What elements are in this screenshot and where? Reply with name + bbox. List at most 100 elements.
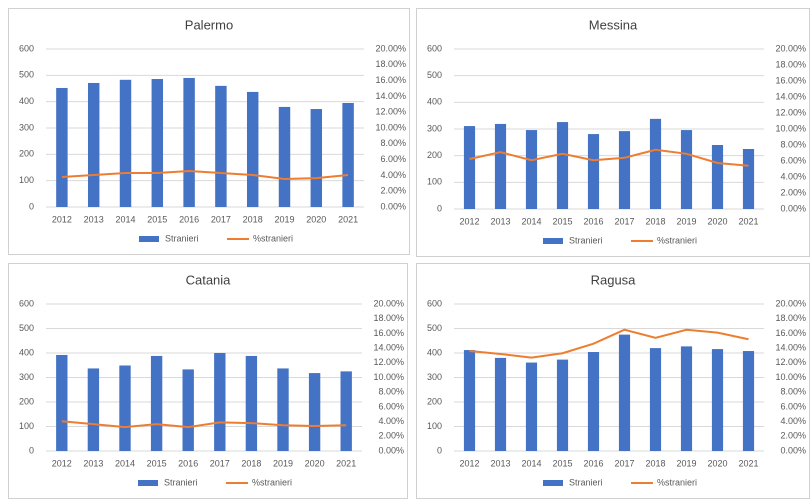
y2-tick-label: 0.00% bbox=[780, 203, 806, 213]
x-tick-label: 2018 bbox=[243, 214, 263, 224]
y2-tick-label: 2.00% bbox=[780, 431, 806, 441]
bar bbox=[182, 369, 194, 451]
x-tick-label: 2017 bbox=[210, 458, 230, 468]
line-series bbox=[469, 328, 749, 359]
x-tick-label: 2012 bbox=[459, 458, 479, 468]
bar bbox=[308, 373, 321, 451]
y2-tick-label: 20.00% bbox=[775, 298, 806, 308]
legend-label: %stranieri bbox=[657, 235, 697, 245]
y2-tick-label: 18.00% bbox=[373, 313, 404, 323]
bar bbox=[742, 149, 755, 209]
x-tick-label: 2017 bbox=[614, 216, 634, 226]
bar bbox=[618, 131, 631, 209]
y2-tick-label: 16.00% bbox=[375, 75, 406, 85]
legend-label: Stranieri bbox=[164, 477, 198, 487]
y2-tick-label: 0.00% bbox=[378, 445, 404, 455]
chart-title: Ragusa bbox=[591, 272, 637, 287]
y-tick-label: 600 bbox=[19, 298, 34, 308]
bar bbox=[277, 368, 289, 451]
x-tick-label: 2021 bbox=[738, 458, 758, 468]
bar bbox=[742, 351, 755, 451]
x-tick-label: 2015 bbox=[147, 458, 167, 468]
y2-tick-label: 14.00% bbox=[775, 342, 806, 352]
x-tick-label: 2019 bbox=[676, 216, 696, 226]
chart-title: Palermo bbox=[185, 17, 233, 32]
y-tick-label: 100 bbox=[427, 177, 442, 187]
y2-tick-label: 2.00% bbox=[378, 431, 404, 441]
y-tick-label: 100 bbox=[19, 175, 34, 185]
y-tick-label: 500 bbox=[427, 323, 442, 333]
y2-tick-label: 12.00% bbox=[375, 107, 406, 117]
bar bbox=[680, 130, 693, 209]
bar bbox=[587, 352, 600, 451]
bar bbox=[463, 126, 476, 209]
legend-label: Stranieri bbox=[165, 233, 199, 243]
y2-tick-label: 8.00% bbox=[378, 387, 404, 397]
y2-tick-label: 14.00% bbox=[775, 91, 806, 101]
x-tick-label: 2017 bbox=[211, 214, 231, 224]
x-tick-label: 2013 bbox=[490, 458, 510, 468]
y2-tick-label: 6.00% bbox=[780, 401, 806, 411]
y-tick-label: 400 bbox=[427, 97, 442, 107]
x-tick-label: 2013 bbox=[84, 214, 104, 224]
chart-panel: Palermo 0 100 200 300 400 500 600 0.00% 2.00% 4.00… bbox=[8, 8, 410, 255]
x-tick-label: 2016 bbox=[178, 458, 198, 468]
x-tick-label: 2020 bbox=[306, 214, 326, 224]
chart-title: Catania bbox=[186, 272, 232, 287]
y2-tick-label: 18.00% bbox=[775, 59, 806, 69]
legend-swatch bbox=[138, 480, 158, 486]
line-series bbox=[61, 170, 349, 180]
bar bbox=[525, 130, 538, 209]
bar bbox=[342, 102, 354, 207]
bar bbox=[649, 118, 662, 209]
bar bbox=[87, 82, 100, 207]
bar bbox=[649, 348, 662, 451]
y2-tick-label: 14.00% bbox=[375, 91, 406, 101]
chart-title: Messina bbox=[589, 17, 638, 32]
bar bbox=[494, 123, 507, 209]
y-tick-label: 200 bbox=[19, 149, 34, 159]
y2-tick-label: 0.00% bbox=[380, 201, 406, 211]
x-tick-label: 2018 bbox=[645, 216, 665, 226]
x-tick-label: 2015 bbox=[552, 216, 572, 226]
x-tick-label: 2012 bbox=[459, 216, 479, 226]
y-tick-label: 600 bbox=[427, 298, 442, 308]
y2-tick-label: 20.00% bbox=[373, 298, 404, 308]
x-tick-label: 2015 bbox=[552, 458, 572, 468]
y-tick-label: 0 bbox=[29, 445, 34, 455]
bar bbox=[310, 109, 323, 207]
y-tick-label: 300 bbox=[19, 372, 34, 382]
x-tick-label: 2021 bbox=[338, 214, 358, 224]
bar bbox=[151, 79, 164, 207]
legend-label: %stranieri bbox=[253, 233, 293, 243]
bar bbox=[278, 106, 291, 207]
bar bbox=[463, 350, 476, 451]
y-tick-label: 300 bbox=[427, 372, 442, 382]
bar bbox=[340, 371, 352, 451]
y-tick-label: 300 bbox=[427, 123, 442, 133]
x-tick-label: 2020 bbox=[305, 458, 325, 468]
x-tick-label: 2021 bbox=[738, 216, 758, 226]
y-tick-label: 0 bbox=[437, 203, 442, 213]
legend-swatch bbox=[139, 236, 159, 242]
x-tick-label: 2019 bbox=[273, 458, 293, 468]
bar bbox=[215, 85, 227, 207]
bar bbox=[618, 334, 631, 451]
y2-tick-label: 14.00% bbox=[373, 342, 404, 352]
bar bbox=[680, 346, 693, 451]
y2-tick-label: 4.00% bbox=[380, 170, 406, 180]
line-series bbox=[469, 148, 749, 167]
bar bbox=[56, 87, 68, 207]
bar bbox=[245, 355, 258, 451]
x-tick-label: 2018 bbox=[645, 458, 665, 468]
y2-tick-label: 20.00% bbox=[375, 43, 406, 53]
bar bbox=[119, 79, 132, 207]
y-tick-label: 300 bbox=[19, 122, 34, 132]
x-tick-label: 2014 bbox=[521, 216, 541, 226]
bar bbox=[150, 355, 163, 451]
y-tick-label: 200 bbox=[427, 150, 442, 160]
legend-swatch bbox=[543, 238, 563, 244]
x-tick-label: 2021 bbox=[336, 458, 356, 468]
legend-swatch bbox=[543, 480, 563, 486]
y-tick-label: 100 bbox=[19, 421, 34, 431]
